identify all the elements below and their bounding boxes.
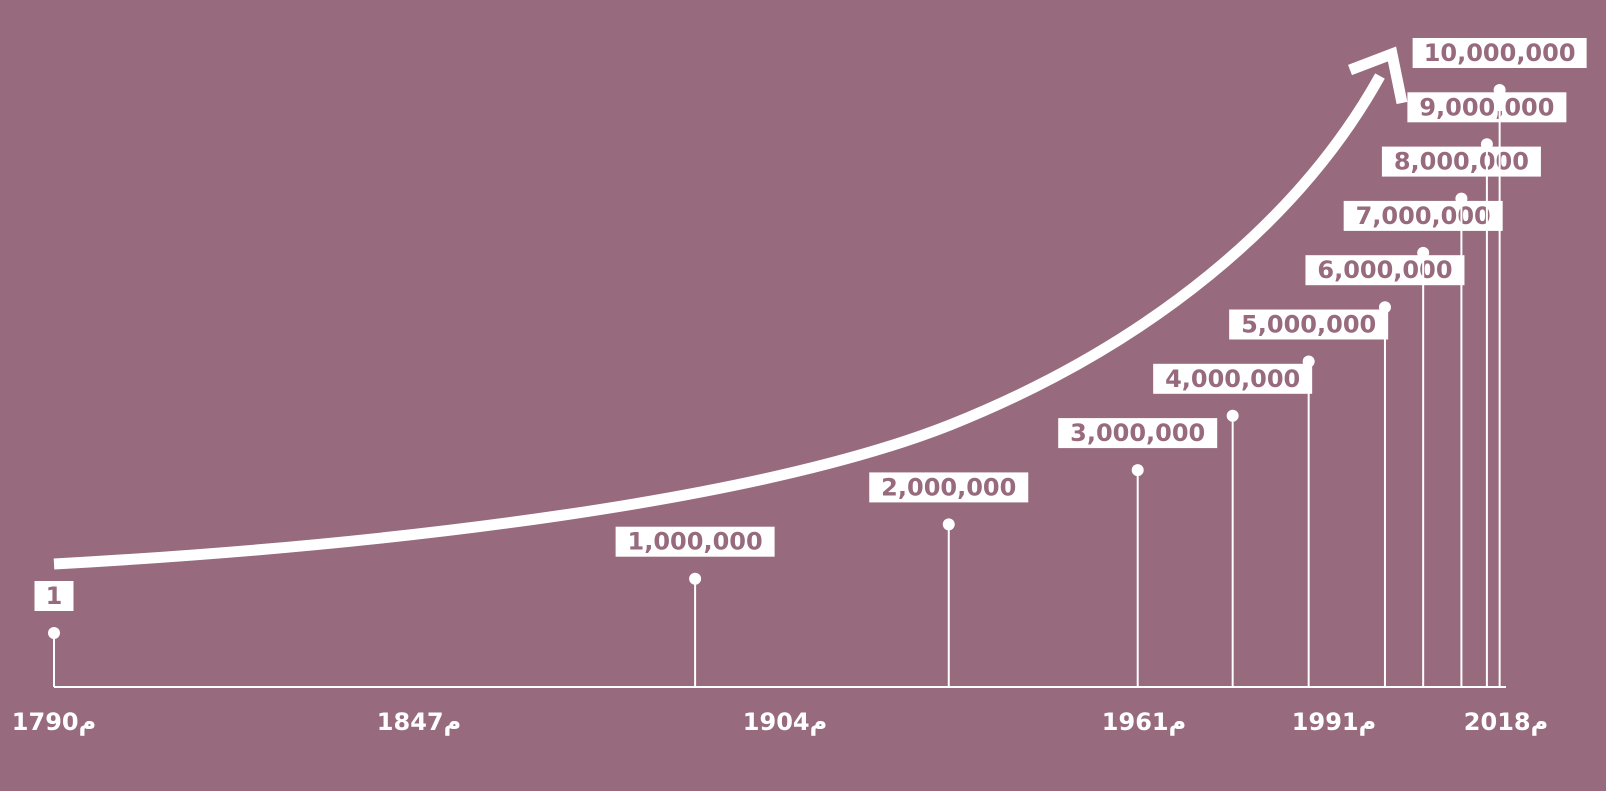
value-label-0: 1 [46,582,63,610]
value-label-box-6 [1305,255,1465,286]
trend-arrow-head [1348,46,1408,105]
data-point-8 [1455,192,1468,205]
value-label-box-1 [615,526,775,557]
data-point-5 [1302,355,1315,368]
data-point-10 [1493,84,1506,96]
x-tick-label-2: 1904م [743,708,827,736]
x-tick-label-4: 1991م [1292,708,1376,736]
value-label-1: 1,000,000 [628,528,763,556]
value-label-7: 7,000,000 [1356,202,1491,230]
value-label-4: 4,000,000 [1165,365,1300,393]
data-point-4 [1226,409,1239,422]
value-label-box-2 [869,472,1029,503]
data-point-6 [1378,301,1391,314]
x-tick-label-3: 1961م [1102,708,1186,736]
value-label-3: 3,000,000 [1070,419,1205,447]
value-label-box-10 [1412,38,1587,68]
value-label-9: 9,000,000 [1419,93,1554,121]
x-tick-label-0: 1790م [12,708,96,736]
value-label-box-5 [1229,309,1389,340]
data-marks: 1 1,000,000 2,000,000 3,000,000 4,000,000 5,0… [34,38,1587,687]
value-label-box-7 [1343,200,1503,231]
trend-arrow-curve [53,73,1385,570]
value-label-box-0 [34,580,74,611]
data-point-2 [942,518,955,531]
x-tick-labels: 1790م 1847م 1904م 1961م 1991م 2018م [12,708,1548,736]
value-label-8: 8,000,000 [1394,148,1529,176]
value-label-5: 5,000,000 [1241,311,1376,339]
data-point-0 [48,626,60,639]
value-label-box-9 [1407,92,1567,123]
x-tick-label-5: 2018م [1464,708,1548,736]
data-point-9 [1480,138,1493,151]
value-label-box-3 [1058,418,1218,449]
value-label-10: 10,000,000 [1424,39,1576,67]
value-label-box-4 [1153,363,1313,394]
data-point-7 [1417,246,1430,259]
value-label-box-8 [1381,146,1541,177]
value-label-2: 2,000,000 [881,473,1016,501]
x-tick-label-1: 1847م [377,708,461,736]
data-point-1 [689,572,702,585]
value-label-6: 6,000,000 [1317,256,1452,284]
data-point-3 [1131,464,1144,477]
